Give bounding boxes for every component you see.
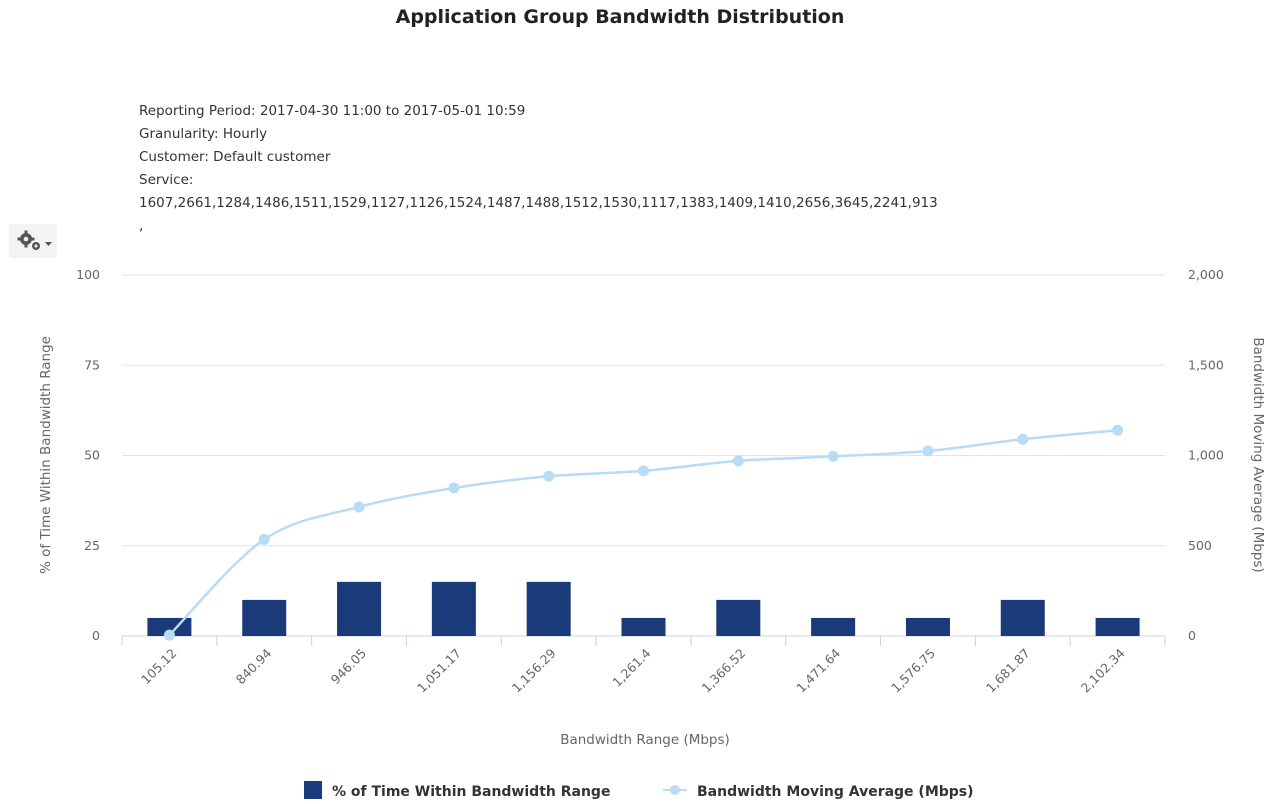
chevron-down-icon [45, 242, 52, 246]
x-tick-label: 2,102.34 [1078, 645, 1128, 695]
line-point[interactable] [258, 533, 270, 545]
service-label: Service: [139, 172, 194, 188]
bar[interactable] [431, 581, 476, 636]
y-left-tick-label: 75 [84, 357, 100, 372]
y-left-tick-label: 50 [84, 448, 100, 463]
legend-item-bars[interactable]: % of Time Within Bandwidth Range [304, 781, 610, 800]
x-tick-label: 1,366.52 [698, 646, 748, 696]
bar[interactable] [526, 581, 571, 636]
bar[interactable] [242, 599, 287, 636]
x-tick-label: 1,156.29 [509, 645, 559, 695]
y-right-tick-label: 2,000 [1188, 267, 1224, 282]
y-right-tick-label: 500 [1188, 538, 1212, 553]
gear-icon [17, 230, 52, 250]
x-tick-label: 946.05 [328, 646, 370, 688]
y-left-tick-label: 100 [76, 267, 100, 282]
service-list: 1607,2661,1284,1486,1511,1529,1127,1126,… [139, 195, 938, 211]
line-point[interactable] [732, 455, 744, 467]
line-point[interactable] [163, 629, 175, 641]
reporting-period: Reporting Period: 2017-04-30 11:00 to 20… [139, 103, 526, 119]
x-tick-label: 1,051.17 [414, 646, 464, 696]
bar[interactable] [716, 599, 761, 636]
x-tick-label: 1,576.75 [888, 646, 938, 696]
y-right-tick-label: 0 [1188, 628, 1196, 643]
service-trailing: , [139, 218, 144, 234]
granularity: Granularity: Hourly [139, 126, 268, 142]
bar[interactable] [1000, 599, 1045, 636]
line-point[interactable] [922, 445, 934, 457]
y-left-tick-label: 25 [84, 538, 100, 553]
line-point[interactable] [353, 501, 365, 513]
line-point[interactable] [1017, 433, 1029, 445]
bar[interactable] [337, 581, 382, 636]
legend-swatch-bars [304, 781, 322, 799]
x-axis-title: Bandwidth Range (Mbps) [560, 732, 730, 748]
x-tick-label: 105.12 [138, 646, 180, 688]
bar[interactable] [905, 617, 950, 636]
legend: % of Time Within Bandwidth Range Bandwid… [304, 781, 974, 800]
x-tick-label: 1,261.4 [609, 645, 653, 689]
series-line [168, 428, 1118, 636]
bar[interactable] [1095, 617, 1140, 636]
bar[interactable] [811, 617, 856, 636]
page-title: Application Group Bandwidth Distribution [395, 6, 845, 28]
report-metadata: Reporting Period: 2017-04-30 11:00 to 20… [139, 100, 938, 238]
x-tick-label: 1,681.87 [983, 646, 1033, 696]
line-point[interactable] [638, 465, 649, 477]
x-tick-label: 1,471.64 [793, 645, 843, 695]
legend-label-bars: % of Time Within Bandwidth Range [332, 784, 610, 800]
chart-options-button[interactable] [9, 224, 57, 258]
line-point[interactable] [1112, 424, 1124, 436]
line-point[interactable] [448, 482, 460, 494]
x-tick-label: 840.94 [233, 645, 275, 687]
legend-label-line: Bandwidth Moving Average (Mbps) [697, 784, 974, 800]
y-left-tick-label: 0 [92, 628, 100, 643]
line-point[interactable] [543, 470, 555, 482]
y-right-tick-label: 1,000 [1188, 448, 1224, 463]
y-axis-right-title: Bandwidth Moving Average (Mbps) [1250, 337, 1266, 572]
customer: Customer: Default customer [139, 149, 331, 165]
legend-item-line[interactable]: Bandwidth Moving Average (Mbps) [663, 784, 974, 800]
y-axis-left-title: % of Time Within Bandwidth Range [38, 336, 54, 574]
legend-marker-line [670, 785, 680, 795]
y-right-tick-label: 1,500 [1188, 357, 1224, 372]
line-point[interactable] [827, 450, 839, 462]
bar[interactable] [621, 617, 666, 636]
